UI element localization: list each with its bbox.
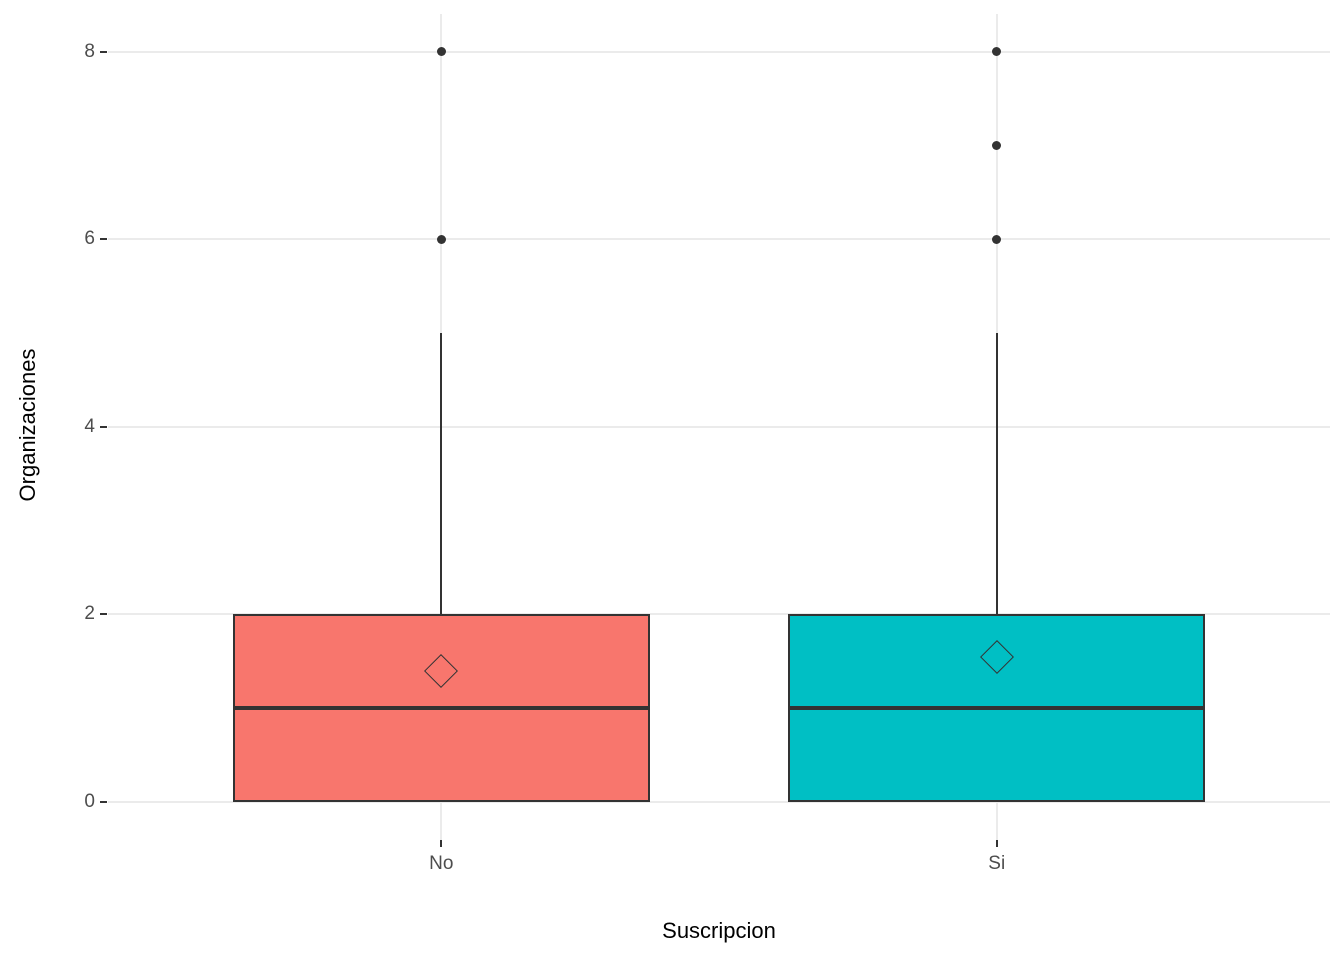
y-axis-tick (100, 425, 107, 428)
x-tick-label: Si (988, 852, 1006, 874)
boxplot-no-upper-whisker (440, 332, 443, 615)
y-gridline (108, 50, 1330, 53)
boxplot-si-outlier-point (992, 140, 1002, 150)
boxplot-si-outlier-point (992, 47, 1002, 57)
y-gridline (108, 425, 1330, 428)
y-gridline (108, 238, 1330, 241)
boxplot-si-outlier-point (992, 234, 1002, 244)
y-axis-tick (100, 50, 107, 53)
y-axis-tick (100, 800, 107, 803)
y-tick-label: 0 (84, 790, 95, 812)
x-axis-title: Suscripcion (662, 918, 776, 943)
boxplot-no-outlier-point (436, 234, 446, 244)
boxplot-si-median-line (790, 706, 1203, 711)
boxplot-no-outlier-point (436, 47, 446, 57)
x-axis-tick (440, 839, 443, 847)
y-axis-tick (100, 613, 107, 616)
y-tick-label: 8 (84, 40, 95, 62)
y-gridline (108, 613, 1330, 616)
y-tick-label: 2 (84, 603, 95, 625)
x-tick-label: No (429, 852, 454, 874)
x-axis-tick (995, 839, 998, 847)
y-gridline (108, 800, 1330, 803)
boxplot-no-median-line (234, 706, 648, 711)
boxplot-si-upper-whisker (995, 332, 998, 615)
y-axis-tick (100, 238, 107, 241)
y-tick-label: 6 (84, 228, 95, 250)
y-tick-label: 4 (84, 415, 95, 437)
